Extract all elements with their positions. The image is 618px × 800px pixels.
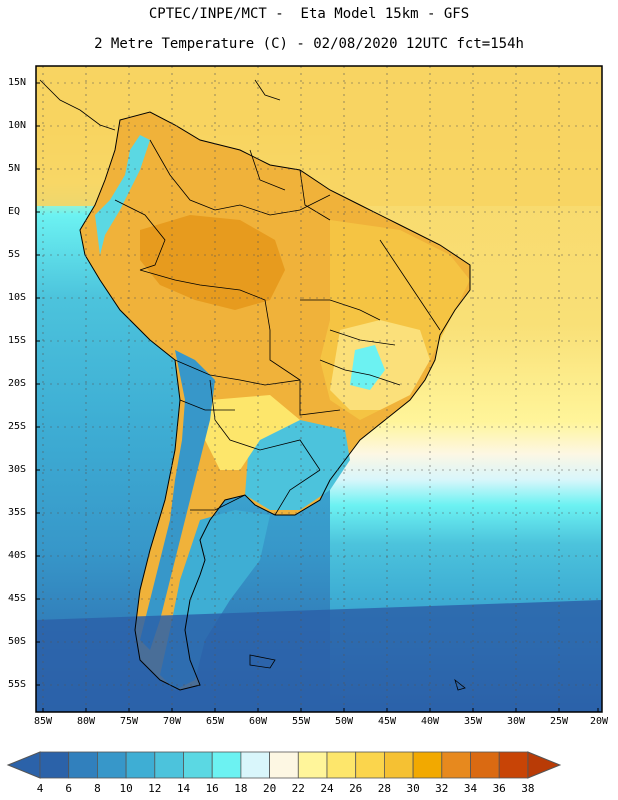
colorbar-arrow-high: [527, 751, 562, 779]
lat-label: 15S: [8, 335, 27, 346]
colorbar-swatch: [240, 751, 270, 779]
axis-ticks: [36, 82, 599, 712]
colorbar-swatch: [125, 751, 156, 779]
colorbar-tick-label: 32: [435, 782, 449, 795]
lon-label: 70W: [162, 716, 182, 727]
colorbar-tick-label: 36: [492, 782, 506, 795]
colorbar-swatch: [412, 751, 443, 779]
lat-label: 20S: [8, 378, 27, 389]
colorbar-tick-label: 14: [176, 782, 191, 795]
lon-label: 75W: [119, 716, 139, 727]
lon-label: 40W: [420, 716, 440, 727]
colorbar-tick-label: 18: [234, 782, 248, 795]
colorbar-tick-label: 26: [349, 782, 363, 795]
colorbar: [6, 751, 562, 779]
lon-label: 30W: [506, 716, 526, 727]
lat-label: 15N: [8, 77, 27, 88]
colorbar-tick-label: 12: [148, 782, 162, 795]
southeast-cool-patch: [350, 345, 385, 390]
colorbar-tick-label: 6: [65, 782, 72, 795]
south-cool-region: [245, 420, 350, 510]
colorbar-swatch: [326, 751, 357, 779]
lon-label: 65W: [205, 716, 225, 727]
colorbar-swatch: [183, 751, 213, 779]
colorbar-tick-label: 20: [262, 782, 277, 795]
chart-title-line2: 2 Metre Temperature (C) - 02/08/2020 12U…: [94, 36, 524, 52]
colorbar-swatch: [211, 751, 242, 779]
lon-label: 35W: [463, 716, 483, 727]
colorbar-tick-label: 4: [36, 782, 44, 795]
chart-title-line1: CPTEC/INPE/MCT - Eta Model 15km - GFS: [148, 6, 470, 22]
graticule: [36, 66, 602, 712]
colorbar-swatch: [441, 751, 471, 779]
lat-label: 40S: [8, 550, 27, 561]
country-borders: [39, 79, 471, 691]
colorbar-tick-label: 10: [119, 782, 133, 795]
lon-label: 20W: [589, 716, 609, 727]
colorbar-swatch: [355, 751, 385, 779]
colorbar-swatch: [297, 751, 328, 779]
andes-south-cold-strip: [140, 350, 215, 650]
colorbar-tick-label: 34: [463, 782, 478, 795]
colorbar-arrow-low: [6, 751, 41, 779]
amazon-hot-region: [140, 215, 285, 310]
lon-label: 85W: [33, 716, 53, 727]
lat-label: 45S: [8, 593, 27, 604]
colorbar-swatch: [269, 751, 299, 779]
lat-label: 50S: [8, 636, 27, 647]
lon-label: 45W: [377, 716, 397, 727]
colorbar-swatch: [39, 751, 70, 779]
lon-label: 25W: [549, 716, 569, 727]
lat-label: 10S: [8, 292, 27, 303]
colorbar-tick-label: 30: [406, 782, 420, 795]
lat-label: 5N: [8, 163, 21, 174]
lon-label: 80W: [76, 716, 96, 727]
colorbar-swatch: [97, 751, 127, 779]
lat-label: 30S: [8, 464, 27, 475]
colorbar-tick-label: 22: [291, 782, 305, 795]
andes-cold-strip: [95, 135, 150, 255]
lat-label: 10N: [8, 120, 27, 131]
colorbar-tick-label: 24: [320, 782, 334, 795]
colorbar-swatch: [470, 751, 500, 779]
map-field: [36, 66, 602, 712]
lat-label: 35S: [8, 507, 27, 518]
argentina-warm-region: [205, 395, 300, 470]
lon-label: 50W: [334, 716, 354, 727]
colorbar-tick-label: 38: [521, 782, 535, 795]
colorbar-swatch: [68, 751, 98, 779]
colorbar-swatch: [383, 751, 414, 779]
lon-label: 60W: [248, 716, 268, 727]
lat-label: 25S: [8, 421, 27, 432]
lon-label: 55W: [291, 716, 311, 727]
colorbar-swatch: [498, 751, 529, 779]
lat-label: 55S: [8, 679, 27, 690]
colorbar-tick-label: 8: [94, 782, 101, 795]
lat-label: 5S: [8, 249, 21, 260]
colorbar-tick-label: 16: [205, 782, 219, 795]
lat-label: EQ: [8, 206, 21, 217]
colorbar-tick-label: 28: [377, 782, 392, 795]
map-frame: [35, 65, 603, 713]
colorbar-swatch: [154, 751, 184, 779]
